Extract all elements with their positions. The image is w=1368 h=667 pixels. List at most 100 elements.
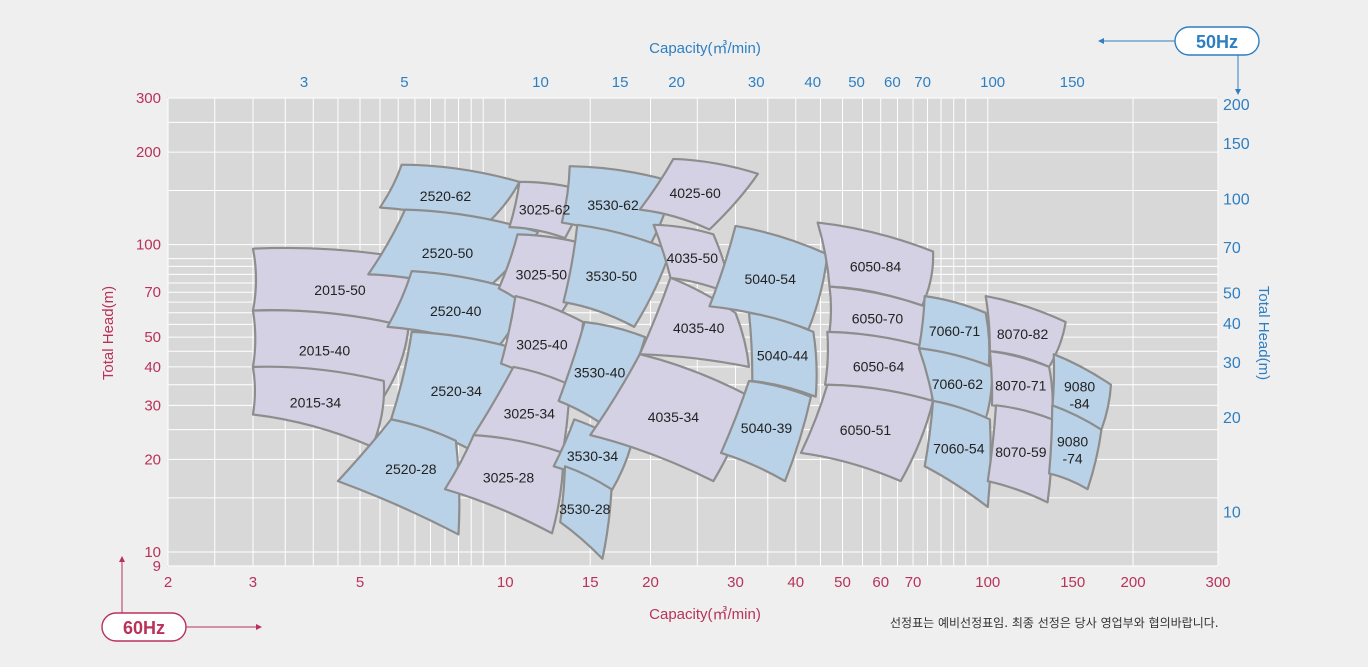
zone-label-3025-40: 3025-40 bbox=[516, 337, 568, 353]
zone-label-9080-74: 9080 -74 bbox=[1057, 433, 1088, 466]
bottom-tick-label: 50 bbox=[834, 574, 851, 591]
top-tick-label: 150 bbox=[1060, 74, 1085, 91]
left-axis-ticks: 910 20 30 40 50 70 100 200 300 bbox=[136, 90, 161, 575]
zone-label-2015-34: 2015-34 bbox=[290, 394, 342, 410]
zone-4035-34 bbox=[589, 353, 752, 483]
bottom-tick-label: 10 bbox=[497, 574, 514, 591]
badge-50hz: 50Hz bbox=[1098, 26, 1260, 95]
top-tick-label: 40 bbox=[804, 74, 821, 91]
zone-2520-28 bbox=[336, 418, 461, 536]
zone-label-2520-40: 2520-40 bbox=[430, 303, 482, 319]
top-axis-title: Capacity(㎥/min) bbox=[649, 40, 761, 57]
zone-label-8070-82: 8070-82 bbox=[997, 326, 1049, 342]
bottom-tick-label: 5 bbox=[356, 574, 364, 591]
zone-label-2520-50: 2520-50 bbox=[422, 245, 474, 261]
zone-label-2520-62: 2520-62 bbox=[420, 188, 472, 204]
left-tick-label: 9 bbox=[153, 558, 161, 575]
zone-7060-54 bbox=[923, 399, 992, 509]
hz60-arrowhead-right bbox=[256, 624, 262, 630]
right-tick-label: 200 bbox=[1223, 97, 1250, 114]
zone-label-6050-70: 6050-70 bbox=[852, 310, 904, 326]
zone-5040-44 bbox=[747, 311, 818, 398]
zone-8070-59 bbox=[986, 404, 1054, 504]
top-tick-label: 5 bbox=[400, 74, 408, 91]
top-tick-label: 70 bbox=[914, 74, 931, 91]
hz60-label: 60Hz bbox=[123, 618, 165, 638]
zone-label-7060-62: 7060-62 bbox=[932, 376, 984, 392]
zone-label-3530-34: 3530-34 bbox=[567, 448, 619, 464]
hz50-arrowhead-down bbox=[1235, 89, 1241, 95]
right-tick-label: 150 bbox=[1223, 136, 1250, 153]
zone-label-3025-50: 3025-50 bbox=[516, 266, 568, 282]
right-tick-label: 50 bbox=[1223, 286, 1241, 303]
zone-label-3530-50: 3530-50 bbox=[586, 268, 638, 284]
right-tick-label: 10 bbox=[1223, 505, 1241, 522]
bottom-tick-label: 100 bbox=[975, 574, 1000, 591]
bottom-tick-label: 40 bbox=[787, 574, 804, 591]
top-tick-label: 50 bbox=[848, 74, 865, 91]
zone-label-6050-64: 6050-64 bbox=[853, 358, 905, 374]
zone-label-4025-60: 4025-60 bbox=[669, 185, 721, 201]
zone-4025-60 bbox=[638, 157, 760, 231]
zone-label-8070-71: 8070-71 bbox=[995, 378, 1047, 394]
zone-label-3530-40: 3530-40 bbox=[574, 364, 626, 380]
zone-label-8070-59: 8070-59 bbox=[995, 444, 1047, 460]
bottom-tick-label: 20 bbox=[642, 574, 659, 591]
hz50-badge-outline bbox=[1174, 26, 1260, 56]
zone-label-5040-54: 5040-54 bbox=[744, 271, 796, 287]
bottom-tick-label: 300 bbox=[1205, 574, 1230, 591]
zone-label-3530-62: 3530-62 bbox=[587, 197, 639, 213]
bottom-tick-label: 200 bbox=[1121, 574, 1146, 591]
zone-3025-28 bbox=[443, 433, 565, 535]
zone-label-3025-62: 3025-62 bbox=[519, 201, 571, 217]
zone-label-2015-50: 2015-50 bbox=[314, 282, 366, 298]
top-tick-label: 30 bbox=[748, 74, 765, 91]
zone-label-7060-54: 7060-54 bbox=[933, 440, 985, 456]
zone-label-layer: 2015-50 2015-40 2015-34 2520-62 2520-50 2520-… bbox=[290, 185, 1096, 517]
bottom-tick-label: 60 bbox=[872, 574, 889, 591]
right-tick-label: 40 bbox=[1223, 316, 1241, 333]
bottom-tick-label: 3 bbox=[249, 574, 257, 591]
bottom-tick-label: 15 bbox=[582, 574, 599, 591]
zone-3530-50 bbox=[562, 223, 672, 328]
right-axis-ticks: 10 20 30 40 50 70 100 150 200 bbox=[1223, 97, 1250, 522]
zone-label-2520-28: 2520-28 bbox=[385, 461, 437, 477]
left-tick-label: 50 bbox=[144, 329, 161, 346]
zone-label-6050-51: 6050-51 bbox=[840, 422, 892, 438]
left-tick-label: 100 bbox=[136, 237, 161, 254]
zone-layer bbox=[251, 157, 1113, 560]
left-tick-label: 10 bbox=[144, 544, 161, 561]
right-tick-label: 70 bbox=[1223, 240, 1241, 257]
left-tick-label: 200 bbox=[136, 144, 161, 161]
right-tick-label: 30 bbox=[1223, 355, 1241, 372]
bottom-axis-title: Capacity(㎥/min) bbox=[649, 606, 761, 623]
left-tick-label: 300 bbox=[136, 90, 161, 107]
hz50-label: 50Hz bbox=[1196, 32, 1238, 52]
left-axis-title: Total Head(m) bbox=[100, 286, 117, 380]
zone-label-6050-84: 6050-84 bbox=[850, 259, 902, 275]
top-axis-ticks: 3 5 10 15 20 30 40 50 60 70 100 150 bbox=[300, 74, 1085, 91]
left-tick-label: 20 bbox=[144, 451, 161, 468]
zone-label-4035-34: 4035-34 bbox=[648, 409, 700, 425]
zone-label-5040-44: 5040-44 bbox=[757, 348, 809, 364]
zone-label-3530-28: 3530-28 bbox=[559, 501, 611, 517]
zone-label-9080-84: 9080 -84 bbox=[1064, 379, 1095, 412]
hz60-arrowhead-up bbox=[119, 556, 125, 562]
bottom-tick-label: 70 bbox=[905, 574, 922, 591]
left-tick-label: 30 bbox=[144, 397, 161, 414]
zone-label-3025-34: 3025-34 bbox=[504, 405, 556, 421]
top-tick-label: 20 bbox=[668, 74, 685, 91]
zone-5040-39 bbox=[719, 379, 813, 483]
left-tick-label: 70 bbox=[144, 284, 161, 301]
zone-label-5040-39: 5040-39 bbox=[741, 420, 793, 436]
zone-3530-28 bbox=[559, 465, 613, 560]
bottom-axis-ticks: 2 3 5 10 15 20 30 40 50 60 70 100 150 200 300 bbox=[164, 574, 1231, 591]
zone-label-2015-40: 2015-40 bbox=[299, 342, 351, 358]
zone-label-2520-34: 2520-34 bbox=[431, 383, 483, 399]
top-tick-label: 60 bbox=[884, 74, 901, 91]
zone-9080-74 bbox=[1048, 404, 1103, 491]
right-tick-label: 20 bbox=[1223, 410, 1241, 427]
right-axis-title: Total Head(m) bbox=[1255, 286, 1272, 380]
zone-6050-51 bbox=[799, 383, 935, 483]
zone-label-4035-40: 4035-40 bbox=[673, 320, 725, 336]
